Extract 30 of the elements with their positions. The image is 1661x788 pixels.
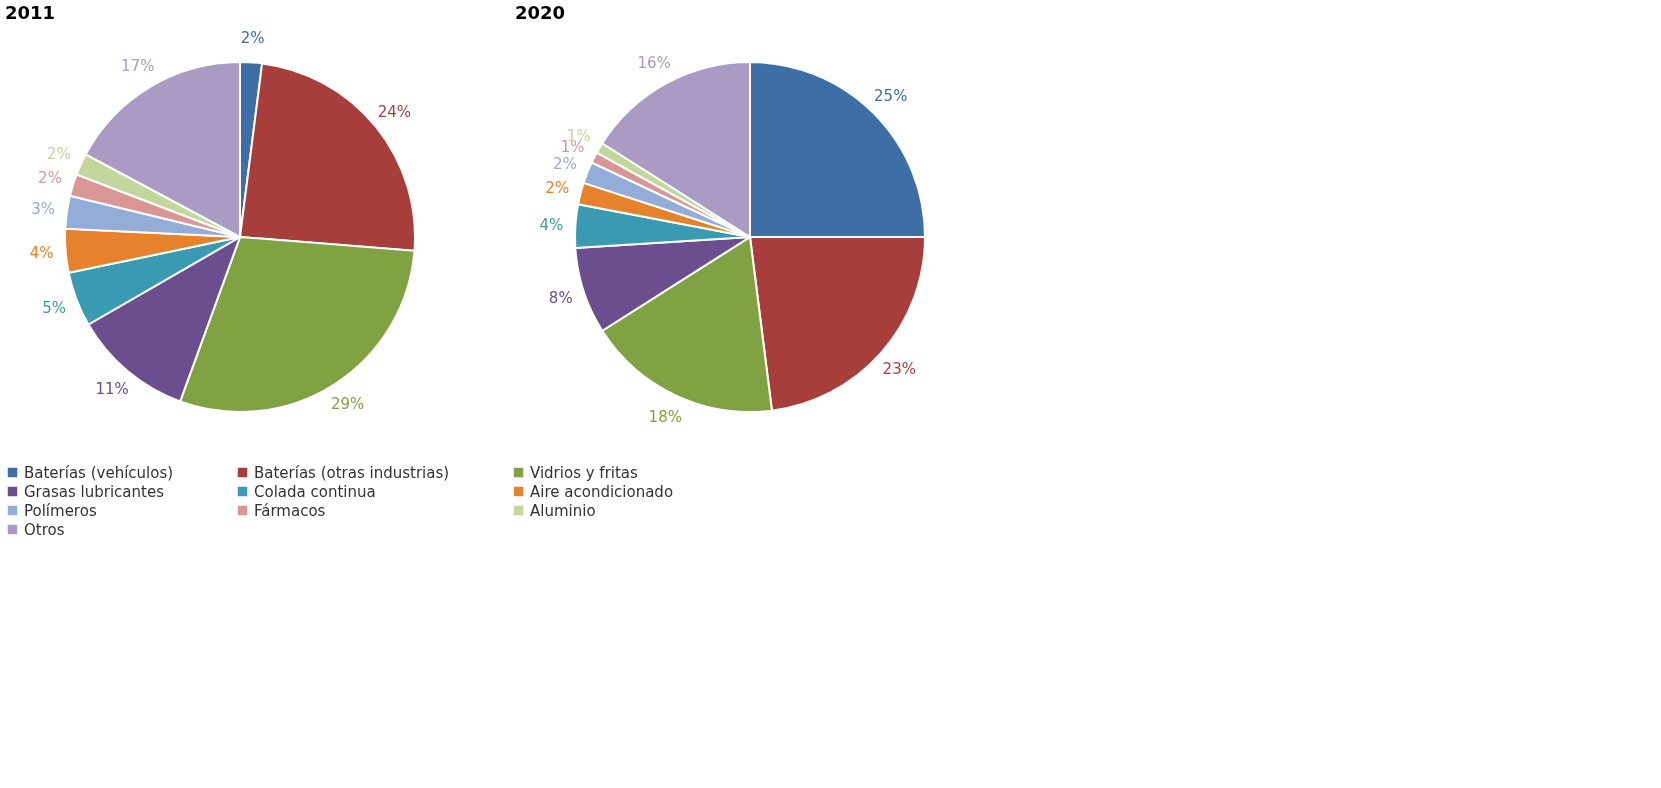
data-label: 2%: [545, 178, 570, 197]
data-label: 11%: [95, 380, 129, 399]
data-label: 8%: [548, 289, 573, 308]
data-label: 2%: [38, 168, 62, 187]
data-label: 16%: [637, 53, 671, 72]
legend-label: Fármacos: [254, 501, 326, 520]
data-label: 23%: [882, 359, 916, 378]
data-label: 3%: [31, 199, 55, 218]
data-label: 5%: [42, 299, 66, 318]
data-label: 2%: [553, 154, 577, 173]
data-label: 4%: [539, 215, 564, 234]
chart-title: 2011: [5, 2, 56, 23]
data-label: 29%: [330, 395, 365, 414]
legend-label: Baterías (otras industrias): [254, 463, 450, 482]
data-label: 4%: [29, 243, 54, 262]
legend-label: Aire acondicionado: [530, 482, 674, 501]
data-label: 2%: [47, 145, 71, 164]
legend-label: Polímeros: [24, 501, 97, 520]
data-label: 18%: [648, 408, 682, 427]
legend-label: Vidrios y fritas: [530, 463, 639, 482]
legend-label: Colada continua: [254, 482, 376, 501]
legend-label: Baterías (vehículos): [24, 463, 174, 482]
data-label: 2%: [240, 29, 265, 48]
chart-title: 2020: [515, 2, 566, 23]
data-label: 17%: [121, 57, 155, 76]
data-label: 24%: [377, 102, 412, 121]
legend-label: Grasas lubricantes: [24, 482, 165, 501]
legend-label: Aluminio: [530, 501, 596, 520]
data-label: 25%: [874, 87, 908, 106]
legend-label: Otros: [24, 520, 65, 539]
